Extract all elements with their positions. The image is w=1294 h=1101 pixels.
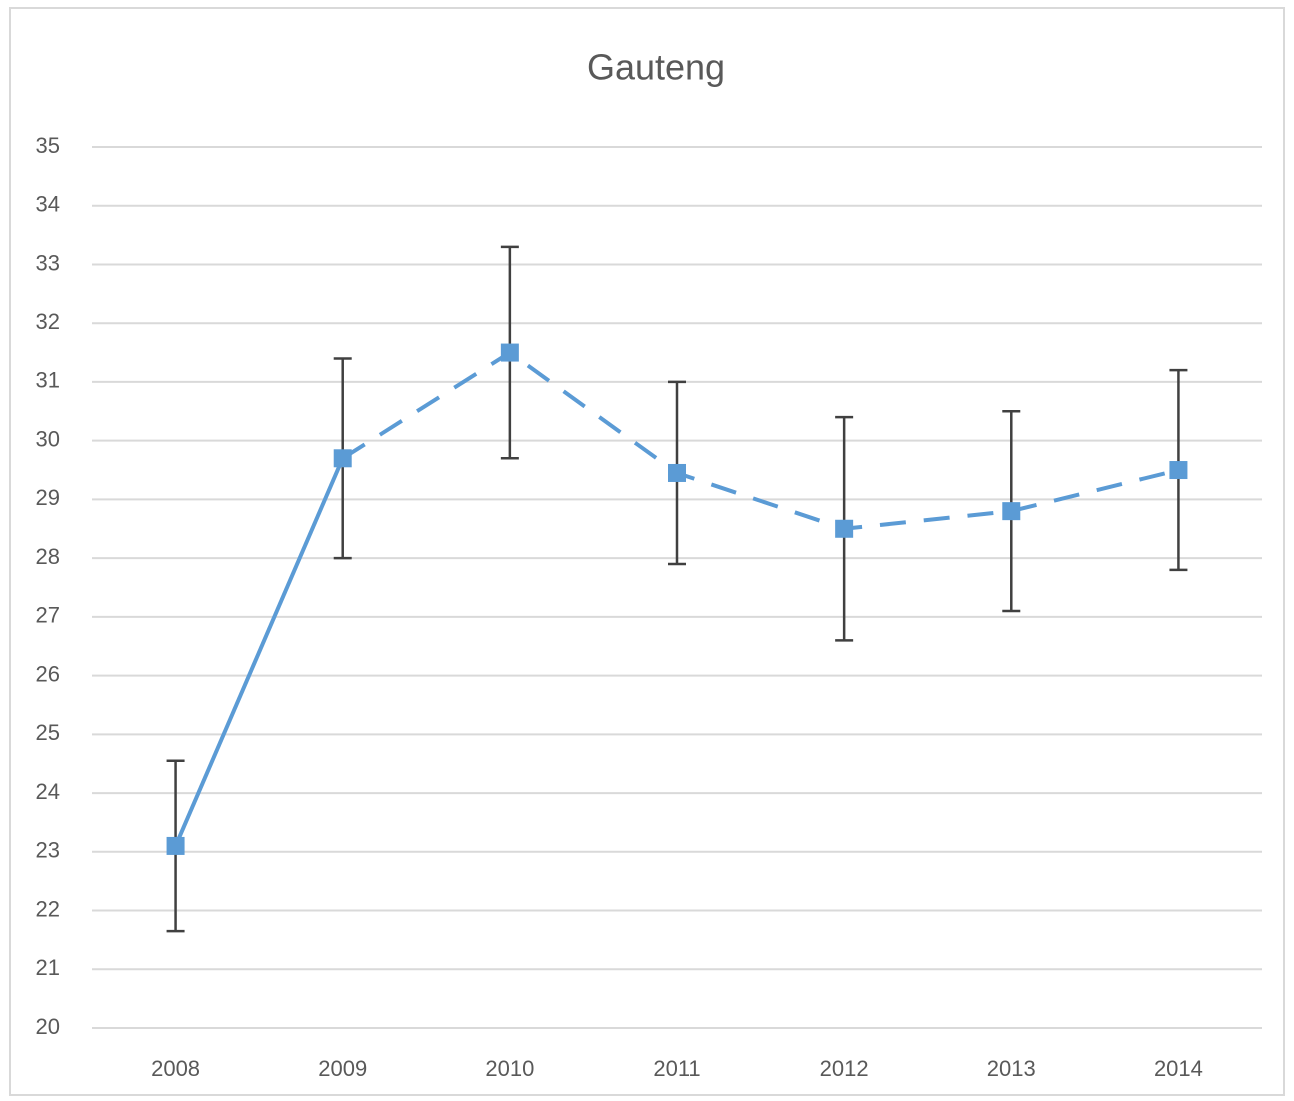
marker (835, 519, 854, 538)
y-tick-label: 29 (36, 485, 60, 510)
marker (668, 463, 686, 482)
y-tick-label: 20 (36, 1014, 60, 1039)
y-tick-label: 24 (36, 779, 60, 804)
marker (500, 343, 519, 362)
marker (166, 836, 185, 855)
x-tick-label: 2008 (151, 1056, 200, 1081)
y-tick-label: 26 (36, 661, 60, 686)
x-tick-label: 2012 (820, 1056, 869, 1081)
marker (1002, 502, 1021, 521)
y-tick-label: 27 (36, 603, 60, 628)
line-dashed (341, 350, 1179, 531)
y-tick-label: 30 (36, 426, 60, 451)
y-tick-label: 33 (36, 250, 60, 275)
chart-title: Gauteng (587, 47, 725, 88)
y-tick-label: 23 (36, 838, 60, 863)
chart-frame (9, 7, 1285, 1096)
y-tick-label: 28 (36, 544, 60, 569)
y-tick-label: 35 (36, 133, 60, 158)
y-tick-label: 34 (36, 192, 60, 217)
x-tick-label: 2014 (1154, 1056, 1203, 1081)
line-solid (173, 457, 345, 847)
x-tick-label: 2011 (653, 1056, 700, 1081)
x-tick-label: 2010 (485, 1056, 534, 1081)
marker (1169, 461, 1188, 480)
y-tick-label: 32 (36, 309, 60, 334)
y-tick-label: 25 (36, 720, 60, 745)
y-tick-label: 22 (36, 896, 60, 921)
y-tick-label: 21 (36, 955, 60, 980)
y-tick-label: 31 (36, 368, 60, 393)
x-tick-label: 2009 (318, 1056, 367, 1081)
x-tick-label: 2013 (987, 1056, 1036, 1081)
marker (333, 449, 352, 468)
